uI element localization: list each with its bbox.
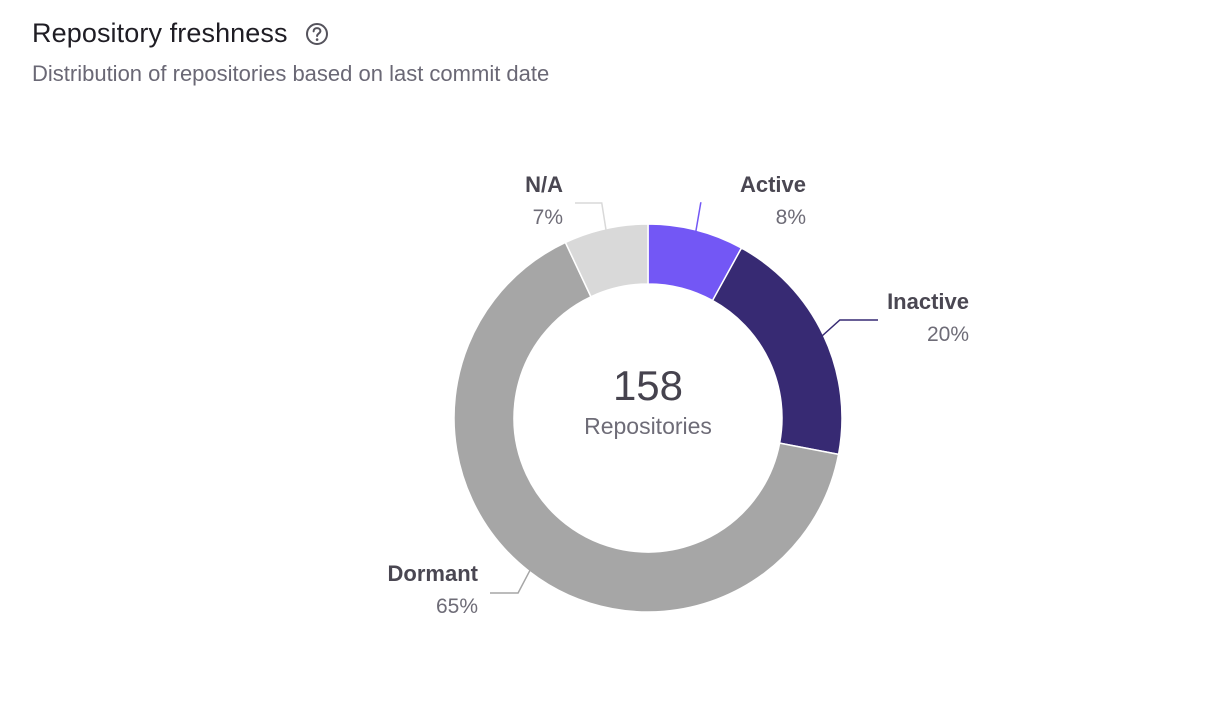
help-circle-icon[interactable] <box>304 21 330 47</box>
slice-value-n-a: 7% <box>533 206 563 229</box>
leader-line-inactive <box>821 319 878 337</box>
slice-label-active: Active <box>740 172 806 197</box>
leader-line-dormant <box>490 569 531 594</box>
slice-labels: Active 8% Inactive 20% Dormant 65% N/A 7% <box>388 172 969 618</box>
chart-header: Repository freshness Distribution of rep… <box>32 18 549 87</box>
slice-n-a[interactable] <box>564 223 649 298</box>
slice-label-inactive: Inactive <box>887 289 969 314</box>
leader-line-active <box>695 202 702 233</box>
slice-label-dormant: Dormant <box>388 561 479 586</box>
slice-value-inactive: 20% <box>927 323 969 346</box>
slice-value-dormant: 65% <box>436 595 478 618</box>
slice-label-n-a: N/A <box>525 172 563 197</box>
slice-dormant[interactable] <box>453 241 840 613</box>
slice-value-active: 8% <box>776 206 806 229</box>
label-leader-lines <box>490 202 878 594</box>
leader-line-n-a <box>575 202 607 231</box>
chart-subtitle: Distribution of repositories based on la… <box>32 61 550 86</box>
center-caption: Repositories <box>584 413 712 439</box>
donut-slices <box>453 223 843 613</box>
slice-inactive[interactable] <box>711 246 843 456</box>
chart-title: Repository freshness <box>32 18 288 48</box>
title-row: Repository freshness <box>32 18 549 49</box>
center-total: 158 <box>613 362 683 409</box>
